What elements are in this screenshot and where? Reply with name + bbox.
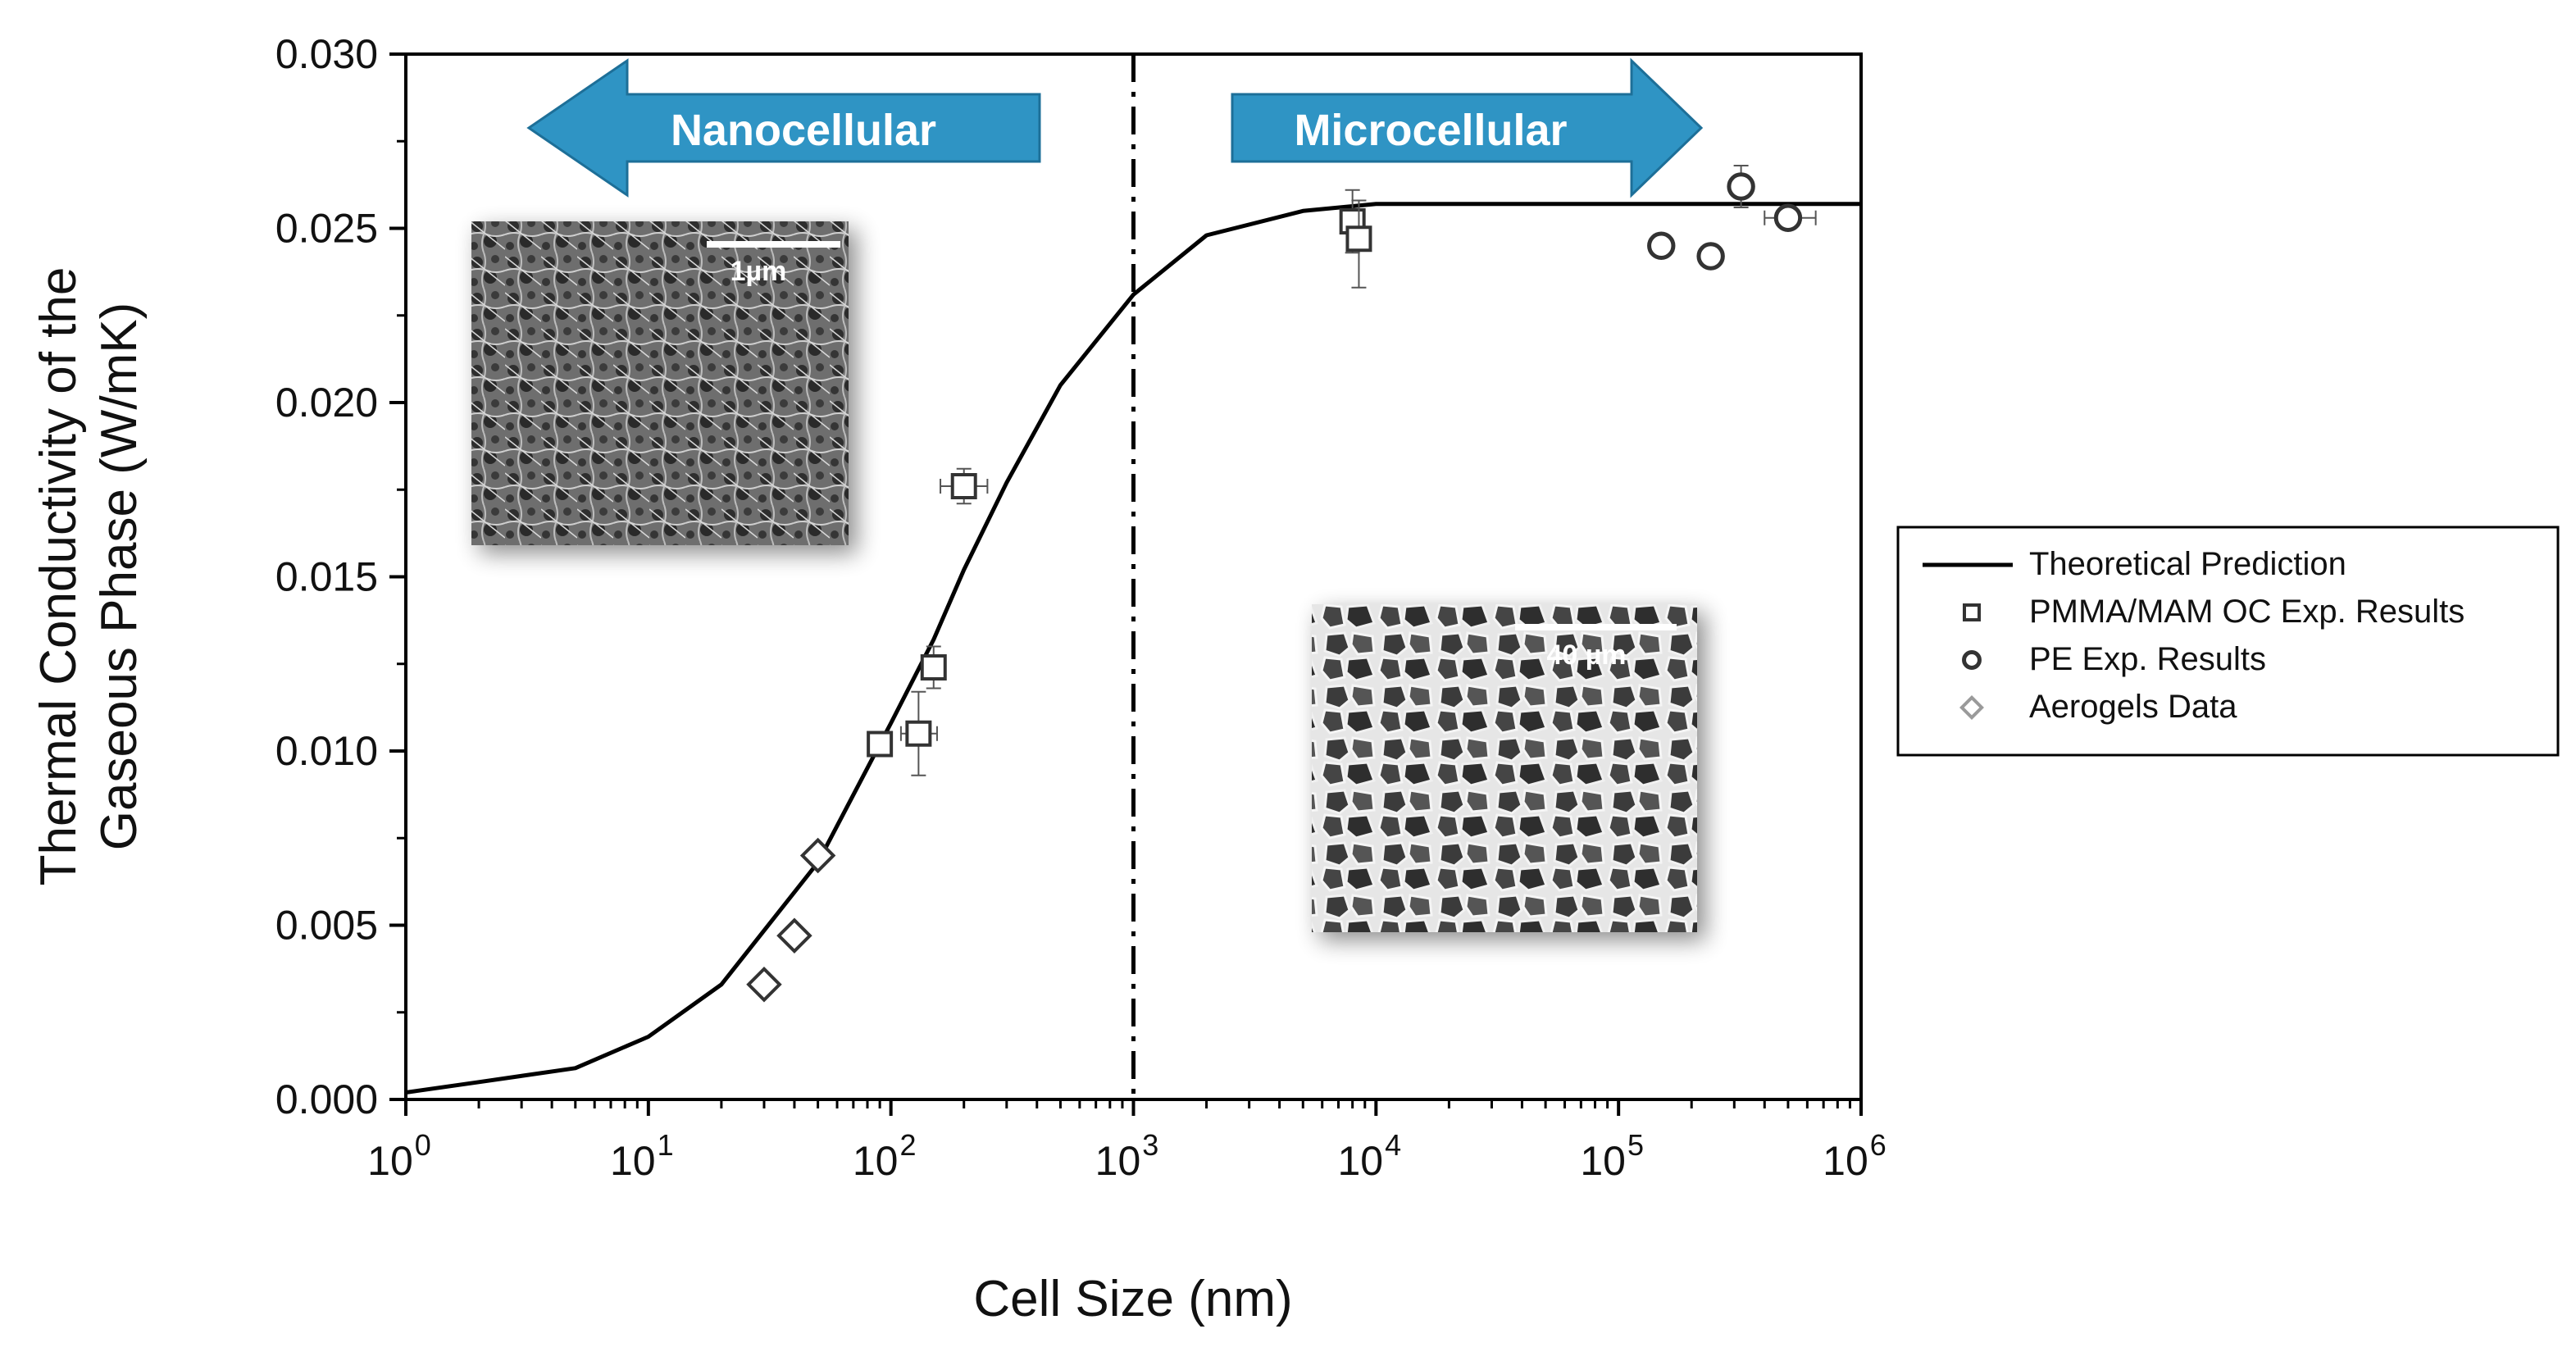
legend-diamond-symbol [1959, 695, 1984, 720]
legend-entry-label: PE Exp. Results [2029, 641, 2266, 677]
y-tick-label: 0.015 [275, 554, 378, 600]
y-axis-title-line1: Thermal Conductivity of the [30, 267, 87, 886]
square-marker [1345, 225, 1372, 253]
theoretical-prediction-line [405, 202, 1861, 1095]
theoretical-curve [405, 202, 1861, 1095]
data-markers [746, 165, 1817, 1003]
circle-marker [1647, 231, 1676, 260]
microcellular-arrow: Microcellular [1231, 57, 1704, 198]
y-tick-label: 0.020 [275, 380, 378, 426]
y-tick-label: 0.025 [275, 206, 378, 252]
x-tick-label: 103 [1095, 1128, 1159, 1184]
circle-marker [1727, 172, 1755, 201]
x-tick-label: 106 [1823, 1128, 1886, 1184]
square-marker [905, 720, 932, 747]
legend-entry-label: Theoretical Prediction [2029, 546, 2346, 582]
plot-frame [404, 52, 1863, 1101]
y-axis-ticks: 0.000 0.005 0.010 0.015 0.020 0.025 0.030 [275, 31, 406, 1122]
x-tick-label: 100 [367, 1128, 431, 1184]
x-tick-label: 101 [610, 1128, 674, 1184]
x-axis-title: Cell Size (nm) [973, 1271, 1292, 1327]
circle-marker [1696, 242, 1725, 271]
x-tick-label: 102 [853, 1128, 917, 1184]
microcellular-label: Microcellular [1294, 106, 1567, 155]
scale-label-micro: 40 µm [1546, 639, 1626, 671]
y-tick-label: 0.010 [275, 728, 378, 774]
square-marker [950, 473, 977, 499]
x-tick-label: 105 [1580, 1128, 1644, 1184]
legend-entry-label: Aerogels Data [2029, 689, 2237, 725]
nanocellular-arrow: Nanocellular [526, 58, 1041, 198]
legend-square-symbol [1963, 603, 1981, 621]
scale-label-nano: 1µm [730, 256, 787, 287]
x-axis-ticks: 100 101 102 103 104 105 106 [367, 1099, 1886, 1184]
y-axis-title: Thermal Conductivity of the Gaseous Phas… [30, 267, 148, 886]
inset-nanocellular-micrograph: 1µm [471, 221, 849, 545]
y-tick-label: 0.000 [275, 1076, 378, 1122]
y-tick-label: 0.005 [275, 903, 378, 949]
legend-entry-label: PMMA/MAM OC Exp. Results [2029, 594, 2464, 630]
y-tick-label: 0.030 [275, 31, 378, 77]
legend: Theoretical Prediction PMMA/MAM OC Exp. R… [1896, 526, 2560, 757]
inset-microcellular-micrograph: 40 µm [1312, 604, 1697, 932]
diamond-marker [776, 917, 812, 954]
square-marker [920, 654, 947, 680]
circle-marker [1773, 203, 1803, 232]
square-marker [867, 731, 894, 758]
nanocellular-label: Nanocellular [671, 106, 936, 155]
legend-circle-symbol [1962, 650, 1982, 670]
diamond-marker [746, 967, 782, 1003]
diamond-marker [799, 837, 836, 874]
x-tick-label: 104 [1338, 1128, 1402, 1184]
y-axis-title-line2: Gaseous Phase (W/mK) [91, 303, 148, 850]
